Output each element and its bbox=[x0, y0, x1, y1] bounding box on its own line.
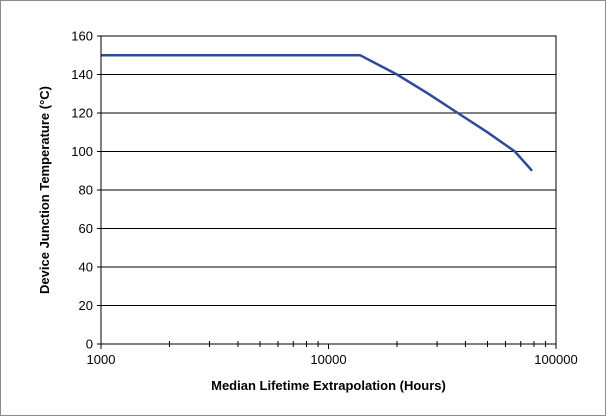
x-tick-label: 100000 bbox=[534, 352, 577, 367]
x-axis-ticks: 1000 10000 100000 bbox=[87, 344, 578, 367]
y-axis-title: Device Junction Temperature (°C) bbox=[37, 86, 52, 294]
y-tick-label: 120 bbox=[71, 106, 93, 121]
y-axis-ticks: 0 20 40 60 80 100 120 140 160 bbox=[71, 29, 101, 352]
y-tick-label: 140 bbox=[71, 67, 93, 82]
y-tick-label: 0 bbox=[86, 337, 93, 352]
series-line bbox=[101, 54, 534, 172]
y-tick-label: 100 bbox=[71, 144, 93, 159]
x-tick-label: 10000 bbox=[310, 352, 346, 367]
gridlines bbox=[101, 74, 556, 306]
y-tick-label: 60 bbox=[79, 221, 93, 236]
x-tick-label: 1000 bbox=[87, 352, 116, 367]
x-axis-title: Median Lifetime Extrapolation (Hours) bbox=[211, 378, 446, 393]
y-tick-label: 80 bbox=[79, 183, 93, 198]
y-tick-label: 20 bbox=[79, 298, 93, 313]
series-group bbox=[101, 54, 534, 172]
y-tick-label: 40 bbox=[79, 260, 93, 275]
y-tick-label: 160 bbox=[71, 29, 93, 44]
